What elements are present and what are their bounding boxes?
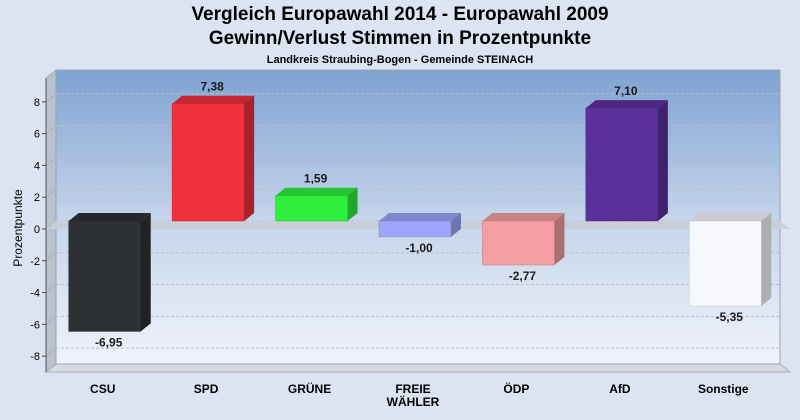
bar-front: [171, 103, 245, 222]
y-tick-label: 2: [34, 192, 40, 204]
bar-gr-ne: [275, 187, 358, 222]
bar-side: [451, 212, 461, 237]
plot-floor: [44, 363, 792, 373]
bar-front: [275, 195, 348, 222]
bar-front: [482, 220, 555, 266]
bar-side: [140, 212, 151, 332]
bar-top: [379, 212, 461, 221]
bar-top: [585, 100, 668, 109]
bar-top: [689, 212, 772, 221]
gridline-wall: [45, 157, 57, 166]
y-tick-label: -4: [30, 288, 40, 300]
value-label: 7,38: [200, 80, 224, 94]
chart-region: Landkreis Straubing-Bogen - Gemeinde STE…: [266, 54, 534, 66]
bar-side: [347, 187, 358, 221]
category-label: CSU: [90, 382, 115, 396]
gridline-wall: [45, 188, 57, 198]
category-label: GRÜNE: [288, 381, 331, 396]
bar-afd: [585, 100, 668, 222]
category-label: FREIE: [395, 382, 430, 396]
bar-top: [172, 95, 255, 104]
plot-left-wall: [45, 68, 57, 374]
bar-top: [275, 187, 358, 196]
value-label: 7,10: [614, 84, 638, 98]
category-label: ÖDP: [503, 381, 529, 396]
bar-side: [657, 100, 668, 221]
bar-front: [689, 220, 762, 307]
chart-subtitle: Gewinn/Verlust Stimmen in Prozentpunkte: [208, 28, 592, 49]
bar--dp: [482, 212, 565, 266]
bar-front: [68, 220, 141, 332]
y-axis-label: Prozentpunkte: [11, 189, 25, 267]
category-label: AfD: [609, 382, 631, 396]
bar-side: [761, 212, 772, 306]
bar-side: [554, 212, 565, 265]
y-tick-label: -8: [30, 351, 40, 363]
category-label: WÄHLER: [387, 394, 440, 409]
value-label: -2,77: [509, 269, 537, 283]
value-label: -6,95: [95, 335, 123, 349]
bar-front: [585, 107, 659, 222]
bar-sonstige: [689, 212, 772, 307]
bar-front: [378, 220, 452, 238]
category-label: SPD: [194, 382, 219, 396]
y-tick-label: -2: [30, 256, 40, 268]
chart-title: Vergleich Europawahl 2014 - Europawahl 2…: [191, 4, 609, 25]
gridline-wall: [45, 284, 57, 293]
bar-freie-w-hler: [378, 212, 461, 238]
gridline-wall: [45, 93, 57, 103]
gridline-wall: [45, 347, 57, 357]
value-label: 1,59: [304, 172, 328, 186]
y-tick-label: 6: [34, 129, 40, 141]
bar-spd: [171, 95, 255, 222]
y-tick-label: 4: [34, 160, 40, 172]
gridline-wall: [45, 125, 57, 135]
value-label: -5,35: [716, 310, 744, 324]
y-tick-label: 8: [34, 97, 40, 109]
y-tick-label: 0: [34, 224, 40, 236]
gridline-wall: [45, 315, 57, 325]
category-label: Sonstige: [698, 382, 749, 396]
gridline-wall: [45, 252, 57, 262]
bar-top: [68, 212, 151, 221]
labels: -6,95 CSU 7,38 SPD 1,59 GRÜNE -1,00 FREIEWÄHLER…: [90, 80, 749, 409]
value-label: -1,00: [405, 241, 433, 255]
bars: [68, 95, 772, 332]
bar-csu: [68, 212, 151, 332]
bar-top: [482, 212, 565, 221]
bar-side: [244, 95, 255, 221]
y-tick-label: -6: [30, 319, 40, 331]
